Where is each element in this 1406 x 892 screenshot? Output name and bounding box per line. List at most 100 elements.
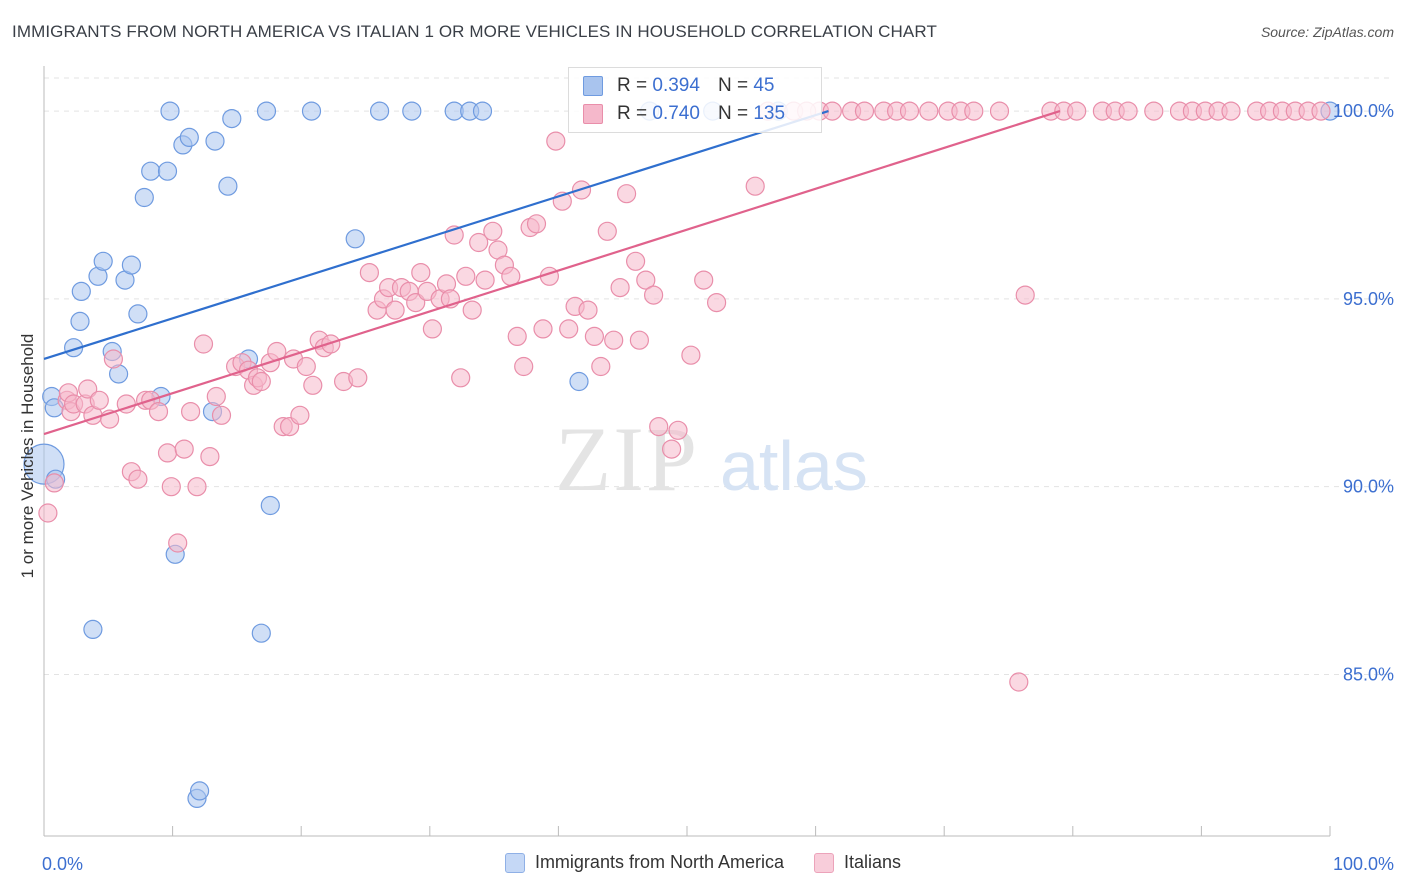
point-north-america-31 [256,101,277,121]
point-italians-92 [643,285,664,305]
point-italians-18 [157,443,178,463]
point-italians-98 [706,293,727,313]
legend-item-italians[interactable]: Italians [814,852,901,873]
point-north-america-35 [370,101,390,121]
point-italians-62 [451,368,471,388]
point-north-america-39 [472,101,493,121]
point-italians-0 [38,503,58,523]
point-italians-39 [290,405,310,425]
point-italians-121 [1118,101,1138,121]
n-label: N = [717,103,749,124]
point-italians-83 [584,326,605,346]
legend-swatch-italians [814,852,834,873]
point-north-america-24 [190,781,210,801]
n-value: 135 [753,103,786,124]
point-italians-19 [161,477,181,497]
legend-item-north-america[interactable]: Immigrants from North America [504,852,784,873]
point-north-america-16 [141,161,161,181]
point-north-america-9 [93,251,113,271]
y-tick-label-1: 95.0% [1343,289,1394,309]
point-italians-90 [629,330,650,350]
point-italians-21 [174,439,194,459]
point-italians-63 [456,266,476,286]
point-italians-74 [526,214,547,234]
point-italians-84 [591,356,611,377]
point-italians-65 [469,232,489,253]
point-north-america-22 [179,127,199,147]
point-italians-95 [668,420,688,440]
stats-legend: R = 0.394 N = 45 R = 0.740 N = 135 [568,67,822,133]
trend-lines [43,110,1061,436]
data-points [23,101,1340,809]
x-tick-labels: 0.0% 100.0% [42,854,1394,874]
trend-line-italians [43,110,1061,436]
r-label: R = [617,75,648,96]
chart-title: IMMIGRANTS FROM NORTH AMERICA VS ITALIAN… [12,22,937,41]
point-north-america-34 [345,229,365,249]
point-italians-105 [854,101,875,121]
point-italians-11 [103,349,124,369]
point-italians-103 [822,101,842,121]
point-italians-25 [200,447,220,467]
point-italians-75 [533,319,553,339]
point-italians-79 [559,319,579,339]
point-north-america-28 [222,108,242,129]
point-north-america-19 [160,101,180,121]
point-italians-22 [181,402,201,422]
point-north-america-5 [70,311,90,331]
r-value: 0.394 [652,75,700,96]
point-north-america-33 [301,101,322,121]
point-italians-1 [44,473,64,493]
point-italians-26 [206,386,226,407]
stats-row-italians: R = 0.740 N = 135 [583,102,785,126]
point-italians-72 [514,356,534,377]
point-north-america-18 [157,161,178,181]
point-italians-85 [597,221,617,241]
point-italians-27 [211,405,232,425]
stats-swatch-north-america [583,76,603,96]
point-italians-96 [681,345,701,365]
point-north-america-6 [71,281,91,301]
point-italians-64 [462,300,482,320]
point-italians-54 [406,293,426,313]
point-italians-91 [636,270,656,290]
point-italians-99 [745,176,765,196]
point-italians-9 [89,390,109,410]
point-italians-57 [422,319,442,339]
point-north-america-14 [128,304,148,324]
r-label: R = [617,103,648,124]
point-italians-133 [1311,101,1331,121]
point-italians-112 [964,101,984,121]
point-italians-114 [1009,672,1029,692]
point-italians-33 [251,371,271,392]
n-label: N = [717,75,749,96]
x-tick-label-min: 0.0% [42,854,83,874]
series-legend: Immigrants from North America Italians [0,852,1406,873]
legend-label-north-america: Immigrants from North America [534,852,784,872]
point-italians-109 [919,101,939,121]
legend-swatch-north-america [504,852,525,873]
point-north-america-36 [402,101,422,121]
n-value: 45 [753,75,775,96]
point-italians-87 [610,278,630,298]
y-axis-label: 1 or more Vehicles in Household [18,333,37,579]
point-italians-108 [899,101,920,121]
point-north-america-26 [205,131,225,151]
point-north-america-15 [134,187,154,208]
point-italians-14 [128,469,148,489]
point-italians-77 [546,131,566,151]
point-italians-82 [578,300,598,320]
point-italians-46 [348,368,368,388]
point-italians-17 [148,402,169,422]
point-north-america-30 [251,623,271,643]
point-italians-24 [193,334,214,354]
y-tick-labels: 100.0% 95.0% 90.0% 85.0% [1333,101,1394,684]
watermark-atlas: atlas [720,427,868,505]
point-italians-122 [1144,101,1164,121]
source-label: Source: ZipAtlas.com [1260,24,1394,40]
point-italians-23 [187,477,207,497]
point-italians-20 [168,533,188,553]
point-italians-89 [625,251,646,271]
legend-label-italians: Italians [844,852,902,872]
